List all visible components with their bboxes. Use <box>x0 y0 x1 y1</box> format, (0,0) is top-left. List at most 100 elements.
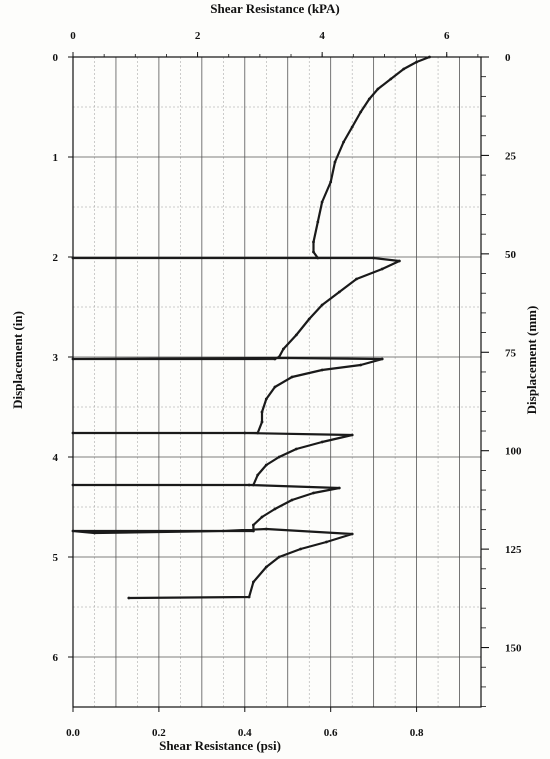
right-tick-label: 50 <box>505 249 517 261</box>
right-tick-label: 100 <box>505 446 522 458</box>
data-point <box>355 277 358 281</box>
data-point <box>294 447 298 451</box>
top-tick-label: 2 <box>195 30 201 42</box>
data-point <box>415 60 418 64</box>
data-point <box>312 491 315 495</box>
top-tick-label: 4 <box>319 30 325 42</box>
data-point <box>71 529 75 533</box>
data-point <box>282 347 285 351</box>
data-point <box>320 440 324 444</box>
data-point <box>260 410 264 414</box>
data-point <box>273 385 277 389</box>
series-group <box>71 55 431 600</box>
data-point <box>264 463 268 467</box>
bottom-tick-label: 0.2 <box>152 727 166 739</box>
grid <box>73 57 481 707</box>
data-point <box>350 125 354 129</box>
data-point <box>398 259 401 263</box>
data-point <box>260 515 264 519</box>
left-tick-label: 4 <box>53 452 59 464</box>
data-point <box>320 368 324 372</box>
data-point <box>290 498 294 502</box>
data-point <box>402 67 406 71</box>
data-point <box>320 303 324 307</box>
data-point <box>350 433 354 437</box>
data-point <box>247 483 251 487</box>
data-point <box>290 375 294 379</box>
data-point <box>256 431 260 435</box>
left-axis-title: Displacement (in) <box>10 311 25 409</box>
data-point <box>252 523 255 527</box>
data-point <box>299 547 302 551</box>
data-point <box>260 420 264 424</box>
bottom-tick-label: 0.8 <box>410 727 424 739</box>
right-axis-title: Displacement (mm) <box>524 306 539 415</box>
bottom-tick-label: 0.0 <box>66 727 80 739</box>
left-tick-label: 1 <box>53 152 59 164</box>
bottom-tick-label: 0.6 <box>324 727 338 739</box>
data-point <box>320 200 324 204</box>
data-point <box>294 333 298 337</box>
right-tick-label: 150 <box>505 643 522 655</box>
data-point <box>367 97 371 101</box>
data-point <box>221 529 225 533</box>
data-point <box>273 507 277 511</box>
series-line-1 <box>71 55 430 600</box>
data-point <box>273 357 277 361</box>
data-point <box>359 110 363 114</box>
plot-frame <box>72 56 482 708</box>
data-point <box>93 531 96 535</box>
data-point <box>389 77 393 81</box>
top-tick-label: 6 <box>444 30 450 42</box>
data-point <box>264 397 268 401</box>
top-axis-title: Shear Resistance (kPA) <box>210 1 340 16</box>
right-tick-label: 25 <box>505 150 517 162</box>
axis-ticks: 0.0 0.2 0.4 0.6 0.8 0 2 4 6 0 1 2 3 4 5 6 0 25 50 75 100 125 1… <box>53 30 523 739</box>
left-tick-label: 5 <box>53 552 59 564</box>
data-point <box>252 483 255 487</box>
left-tick-label: 6 <box>53 652 59 664</box>
data-point <box>277 455 281 459</box>
right-tick-label: 75 <box>505 347 517 359</box>
data-point <box>307 317 311 321</box>
data-point <box>127 596 131 600</box>
data-point <box>264 527 268 531</box>
data-point <box>316 220 320 224</box>
data-point <box>380 267 384 271</box>
right-tick-label: 0 <box>505 52 511 64</box>
top-tick-label: 0 <box>70 30 76 42</box>
data-point <box>372 256 375 260</box>
data-point <box>247 595 251 599</box>
bottom-axis-title: Shear Resistance (psi) <box>159 738 281 753</box>
data-point <box>337 290 341 294</box>
data-point <box>380 357 384 361</box>
data-point <box>337 486 341 490</box>
data-point <box>329 180 333 184</box>
data-point <box>252 580 255 584</box>
data-point <box>256 473 260 477</box>
data-point <box>71 431 75 435</box>
right-tick-label: 125 <box>505 544 522 556</box>
data-point <box>316 256 320 260</box>
data-point <box>376 87 380 91</box>
data-point <box>333 160 337 164</box>
left-tick-label: 0 <box>53 52 59 64</box>
data-point <box>243 431 247 435</box>
bottom-tick-label: 0.4 <box>238 727 252 739</box>
data-point <box>264 565 268 569</box>
data-point <box>277 355 281 359</box>
data-point <box>277 555 281 559</box>
left-tick-label: 2 <box>53 252 59 264</box>
data-point <box>71 256 75 260</box>
left-tick-label: 3 <box>53 352 59 364</box>
data-point <box>428 55 431 59</box>
data-point <box>359 363 363 367</box>
data-point <box>252 529 255 533</box>
data-point <box>312 240 315 244</box>
data-point <box>342 140 345 144</box>
data-point <box>71 483 75 487</box>
data-point <box>325 540 328 544</box>
data-point <box>71 357 75 361</box>
data-point <box>350 532 354 536</box>
